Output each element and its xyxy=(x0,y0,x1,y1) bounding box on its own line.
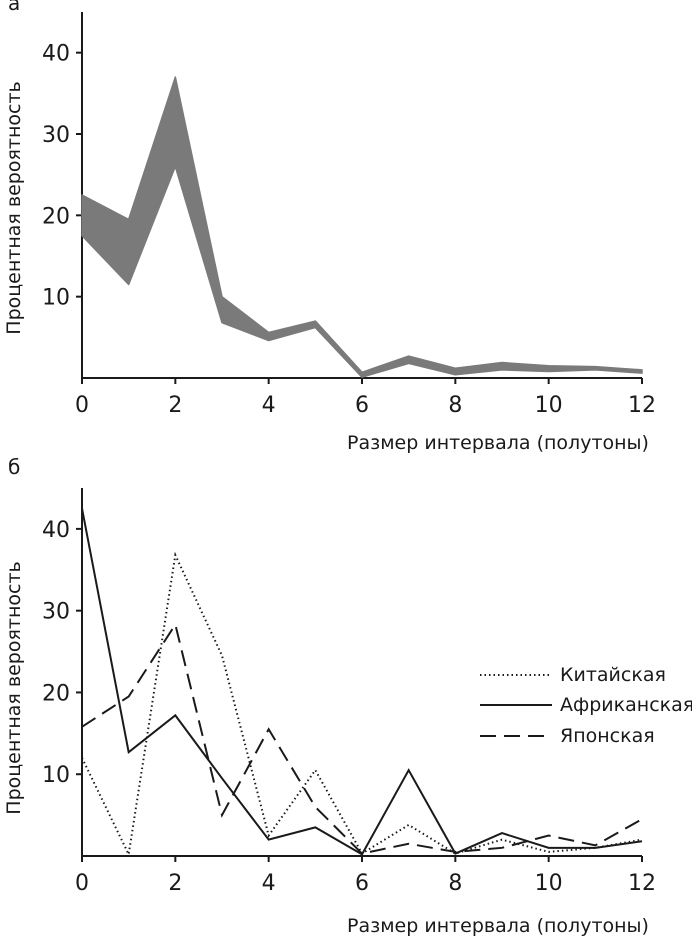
panel-a-xlabel: Размер интервала (полутоны) xyxy=(347,432,649,454)
legend-label-japanese: Японская xyxy=(560,725,655,747)
series-line-dotted xyxy=(81,551,643,858)
x-tick-label: 12 xyxy=(628,871,656,896)
legend: Китайская Африканская Японская xyxy=(480,664,692,747)
panel-b: б 0 2 4 6 8 10 12 10 20 30 40 Размер интервала (по… xyxy=(3,455,692,937)
x-tick-label: 2 xyxy=(168,871,182,896)
x-tick-label: 0 xyxy=(75,393,89,418)
panel-b-plot: 0 2 4 6 8 10 12 10 20 30 40 xyxy=(42,488,656,896)
x-tick-label: 10 xyxy=(535,393,563,418)
x-tick-label: 4 xyxy=(262,393,276,418)
y-tick-label: 40 xyxy=(42,518,70,543)
x-tick-label: 4 xyxy=(262,871,276,896)
x-tick-label: 2 xyxy=(168,393,182,418)
y-tick-label: 20 xyxy=(42,204,70,229)
y-tick-label: 30 xyxy=(42,600,70,625)
x-tick-label: 0 xyxy=(75,871,89,896)
x-tick-label: 6 xyxy=(355,871,369,896)
y-tick-label: 10 xyxy=(42,763,70,788)
series-line-solid xyxy=(81,508,643,856)
panel-a-letter: а xyxy=(8,0,20,15)
y-tick-label: 20 xyxy=(42,681,70,706)
x-tick-label: 8 xyxy=(448,393,462,418)
panel-a-ylabel: Процентная вероятность xyxy=(3,81,25,334)
panel-b-ylabel: Процентная вероятность xyxy=(3,561,25,814)
band-area xyxy=(81,76,643,378)
x-tick-label: 8 xyxy=(448,871,462,896)
series-line-dashed xyxy=(81,622,643,855)
panel-b-letter: б xyxy=(8,455,20,479)
x-tick-label: 6 xyxy=(355,393,369,418)
y-tick-label: 40 xyxy=(42,42,70,67)
panel-b-xlabel: Размер интервала (полутоны) xyxy=(347,915,649,937)
x-tick-label: 12 xyxy=(628,393,656,418)
legend-label-african: Африканская xyxy=(560,694,692,716)
panel-a-plot: 0 2 4 6 8 10 12 10 20 30 40 xyxy=(42,12,656,418)
panel-a: а 0 2 4 6 8 10 12 10 20 30 40 Размер интервала (по… xyxy=(3,0,656,454)
legend-label-chinese: Китайская xyxy=(560,664,666,686)
x-tick-label: 10 xyxy=(535,871,563,896)
y-tick-label: 10 xyxy=(42,286,70,311)
y-tick-label: 30 xyxy=(42,123,70,148)
